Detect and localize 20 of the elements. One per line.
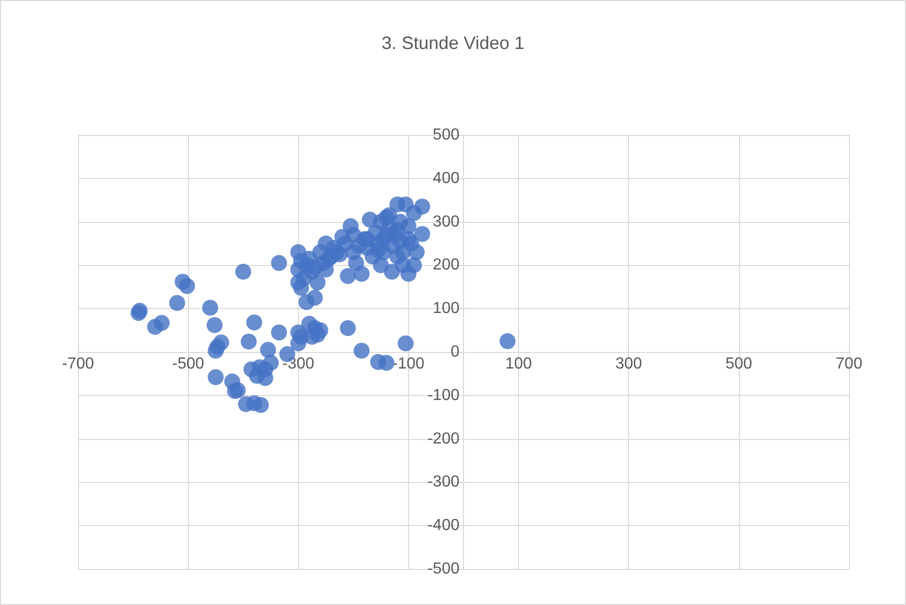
x-tick-label: 100: [505, 356, 532, 372]
y-tick-label: -500: [427, 560, 460, 578]
y-tick-label: 400: [432, 170, 460, 187]
x-tick-label: -500: [172, 356, 204, 372]
x-tick-label: 700: [836, 356, 862, 372]
y-tick-label: 300: [432, 213, 460, 230]
y-tick-label: 200: [432, 256, 460, 274]
chart-title: 3. Stunde Video 1: [382, 33, 524, 53]
y-tick-label: 0: [450, 344, 460, 360]
x-tick-label: 500: [726, 356, 752, 372]
y-tick-label: -200: [427, 430, 460, 448]
y-tick-label: 500: [432, 126, 460, 144]
y-tick-label: -400: [427, 517, 460, 534]
x-tick-label: -100: [392, 356, 425, 372]
y-tick-label: -100: [427, 386, 460, 404]
x-tick-label: 300: [615, 356, 642, 372]
x-tick-label: -700: [62, 356, 94, 372]
y-tick-label: 100: [432, 300, 460, 318]
y-tick-label: -300: [427, 474, 460, 491]
x-tick-label: -300: [282, 356, 314, 372]
